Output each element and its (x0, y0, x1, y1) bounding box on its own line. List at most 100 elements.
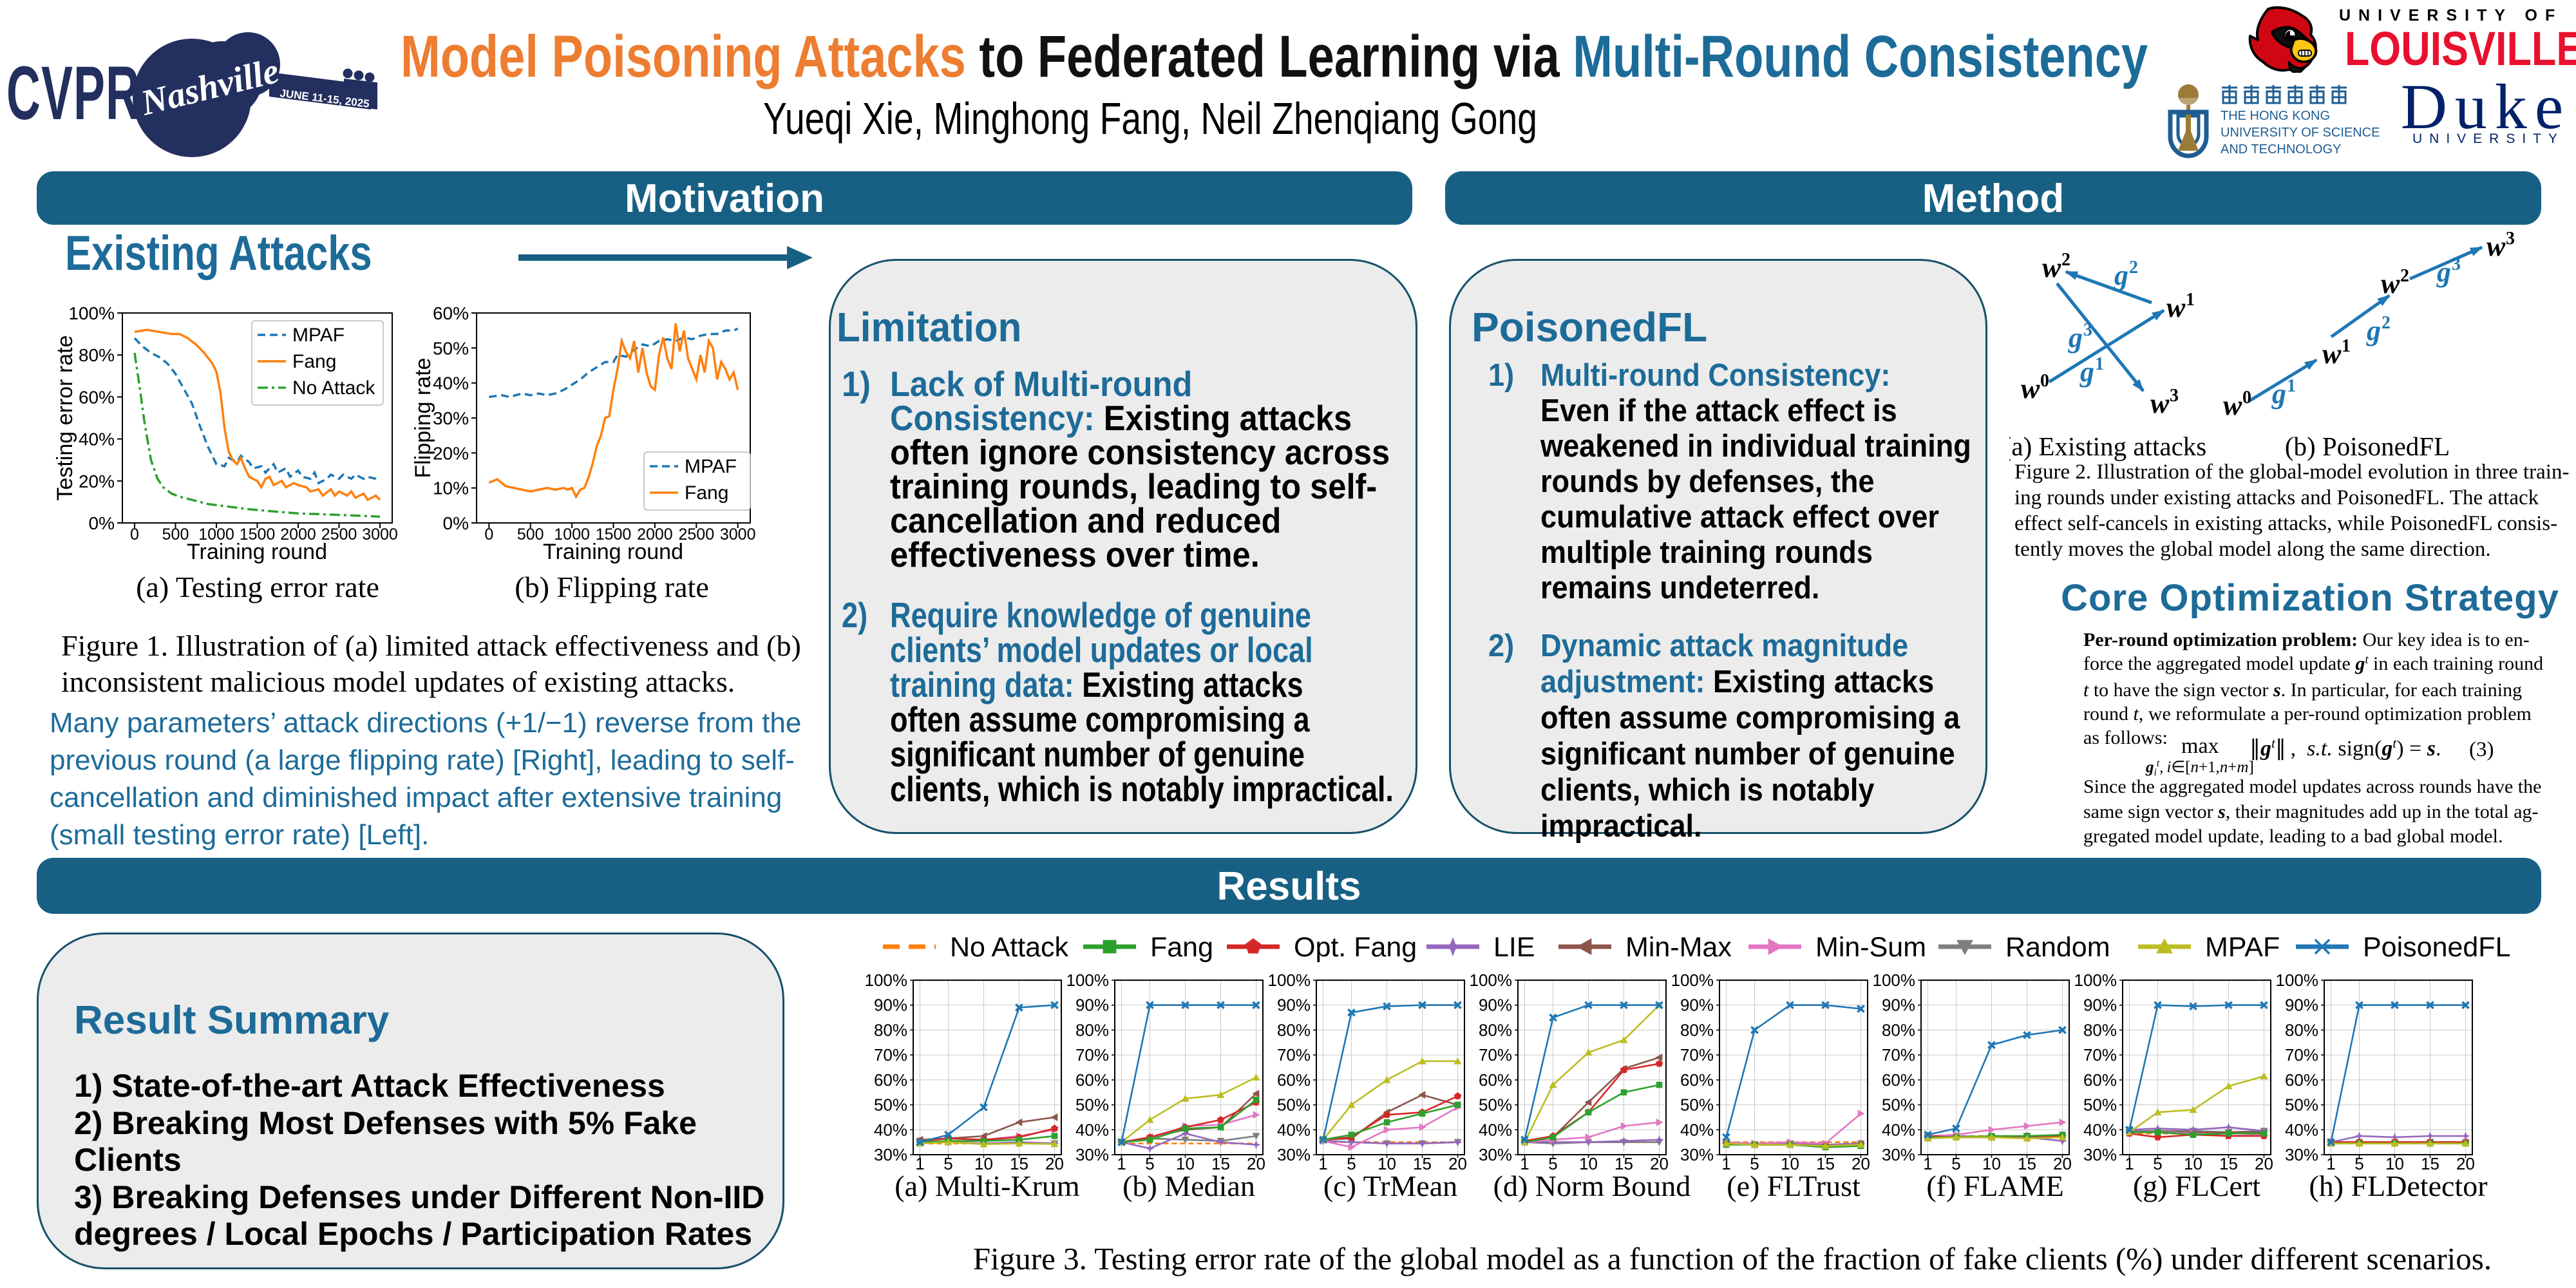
svg-text:1: 1 (1520, 1154, 1529, 1173)
svg-text:15: 15 (1010, 1154, 1028, 1173)
svg-text:60%: 60% (1680, 1070, 1714, 1090)
svg-text:3000: 3000 (362, 526, 398, 544)
svg-text:20: 20 (1448, 1154, 1467, 1173)
svg-text:0: 0 (484, 526, 493, 544)
svg-text:MPAF: MPAF (292, 325, 345, 346)
svg-text:w: w (2021, 373, 2040, 404)
svg-text:3: 3 (2083, 320, 2092, 340)
svg-text:Training round: Training round (543, 540, 683, 564)
svg-text:10%: 10% (433, 478, 469, 498)
svg-text:30%: 30% (1479, 1145, 1512, 1164)
svg-text:100%: 100% (68, 303, 115, 323)
svg-text:10: 10 (974, 1154, 993, 1173)
svg-text:40%: 40% (1277, 1120, 1311, 1139)
svg-text:15: 15 (2421, 1154, 2439, 1173)
svg-text:50%: 50% (1882, 1095, 1915, 1115)
svg-text:5: 5 (1548, 1154, 1557, 1173)
svg-text:30%: 30% (433, 408, 469, 428)
svg-text:20: 20 (2053, 1154, 2072, 1173)
svg-text:1: 1 (1721, 1154, 1730, 1173)
svg-text:20: 20 (2456, 1154, 2475, 1173)
svg-text:50%: 50% (1277, 1095, 1311, 1115)
svg-text:100%: 100% (865, 971, 908, 990)
svg-text:Min-Max: Min-Max (1625, 932, 1732, 963)
svg-text:Opt. Fang: Opt. Fang (1294, 932, 1417, 963)
svg-text:80%: 80% (79, 345, 115, 365)
svg-text:1500: 1500 (596, 526, 632, 544)
svg-text:1: 1 (2287, 376, 2296, 396)
svg-text:10: 10 (2385, 1154, 2404, 1173)
svg-text:90%: 90% (1075, 996, 1109, 1015)
svg-text:2: 2 (2061, 250, 2070, 270)
svg-text:60%: 60% (1075, 1070, 1109, 1090)
svg-text:20: 20 (1852, 1154, 1870, 1173)
svg-text:30%: 30% (2083, 1145, 2117, 1164)
svg-text:15: 15 (1413, 1154, 1432, 1173)
svg-text:LIE: LIE (1493, 932, 1535, 963)
svg-text:1: 1 (2125, 1154, 2134, 1173)
svg-text:0: 0 (130, 526, 139, 544)
svg-text:CVPR: CVPR (6, 50, 140, 135)
svg-text:3: 3 (2506, 232, 2515, 249)
svg-text:15: 15 (2018, 1154, 2036, 1173)
svg-text:80%: 80% (874, 1020, 907, 1039)
svg-text:40%: 40% (1680, 1120, 1714, 1139)
svg-text:1: 1 (2095, 354, 2104, 374)
svg-text:0: 0 (2040, 371, 2049, 391)
svg-text:w: w (2322, 338, 2342, 370)
svg-text:Random: Random (2005, 932, 2110, 963)
svg-text:g: g (2079, 356, 2094, 388)
svg-text:50%: 50% (433, 338, 469, 358)
svg-text:500: 500 (517, 526, 544, 544)
svg-text:90%: 90% (1479, 996, 1512, 1015)
svg-text:Min-Sum: Min-Sum (1815, 932, 1926, 963)
svg-text:90%: 90% (2285, 996, 2318, 1015)
svg-text:30%: 30% (1075, 1145, 1109, 1164)
svg-text:5: 5 (2354, 1154, 2363, 1173)
svg-text:70%: 70% (1680, 1045, 1714, 1065)
svg-text:20%: 20% (79, 471, 115, 491)
svg-text:g: g (2068, 322, 2083, 354)
svg-text:15: 15 (2219, 1154, 2238, 1173)
svg-text:5: 5 (1145, 1154, 1154, 1173)
svg-text:100%: 100% (1268, 971, 1311, 990)
svg-text:Fang: Fang (685, 482, 728, 504)
svg-text:1500: 1500 (240, 526, 276, 544)
svg-text:MPAF: MPAF (2205, 932, 2280, 963)
svg-text:PoisonedFL: PoisonedFL (2363, 932, 2511, 963)
svg-text:1: 1 (1117, 1154, 1126, 1173)
svg-text:30%: 30% (1680, 1145, 1714, 1164)
svg-text:g: g (2114, 260, 2128, 291)
svg-text:60%: 60% (433, 303, 469, 323)
svg-text:500: 500 (162, 526, 189, 544)
svg-text:w: w (2223, 390, 2242, 421)
svg-text:2500: 2500 (321, 526, 357, 544)
svg-text:40%: 40% (1479, 1120, 1512, 1139)
svg-text:50%: 50% (1680, 1095, 1714, 1115)
svg-text:100%: 100% (1671, 971, 1714, 990)
svg-text:40%: 40% (2285, 1120, 2318, 1139)
svg-text:70%: 70% (1882, 1045, 1915, 1065)
svg-text:50%: 50% (2083, 1095, 2117, 1115)
svg-text:w: w (2042, 252, 2061, 283)
svg-text:80%: 80% (2083, 1020, 2117, 1039)
svg-text:0: 0 (2242, 388, 2251, 408)
svg-text:2: 2 (2382, 313, 2391, 333)
svg-text:60%: 60% (2083, 1070, 2117, 1090)
svg-text:40%: 40% (874, 1120, 907, 1139)
svg-text:3: 3 (2170, 386, 2179, 406)
svg-text:1: 1 (1923, 1154, 1932, 1173)
svg-text:1000: 1000 (198, 526, 234, 544)
svg-text:Training round: Training round (187, 540, 327, 564)
svg-text:0%: 0% (443, 513, 469, 533)
svg-text:30%: 30% (2285, 1145, 2318, 1164)
svg-text:10: 10 (1579, 1154, 1598, 1173)
svg-text:Testing error rate: Testing error rate (53, 336, 77, 501)
svg-text:60%: 60% (79, 387, 115, 407)
svg-text:10: 10 (1781, 1154, 1799, 1173)
svg-text:1: 1 (2186, 290, 2195, 310)
svg-text:40%: 40% (433, 374, 469, 393)
svg-text:20: 20 (1247, 1154, 1265, 1173)
svg-text:60%: 60% (1277, 1070, 1311, 1090)
svg-text:100%: 100% (1873, 971, 1916, 990)
